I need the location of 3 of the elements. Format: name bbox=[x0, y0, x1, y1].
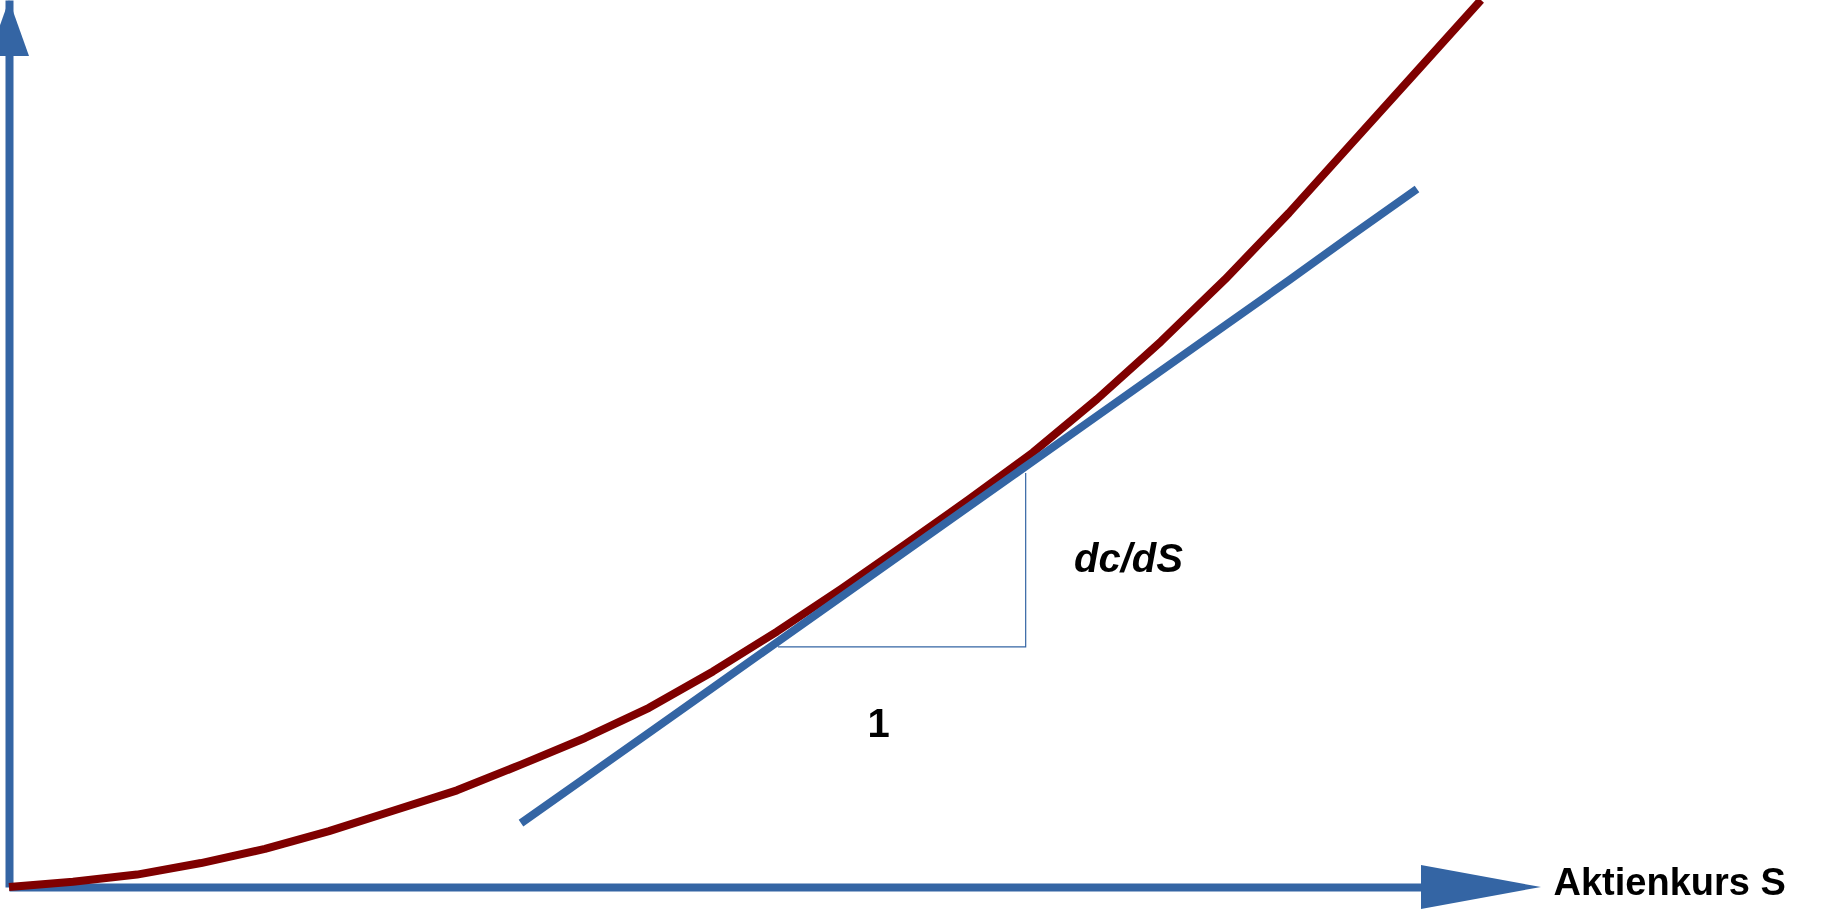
annotation: dc/dS bbox=[1073, 535, 1183, 580]
x-axis-title: Aktienkurs S bbox=[1553, 860, 1786, 903]
annotation: 1 bbox=[867, 700, 890, 745]
